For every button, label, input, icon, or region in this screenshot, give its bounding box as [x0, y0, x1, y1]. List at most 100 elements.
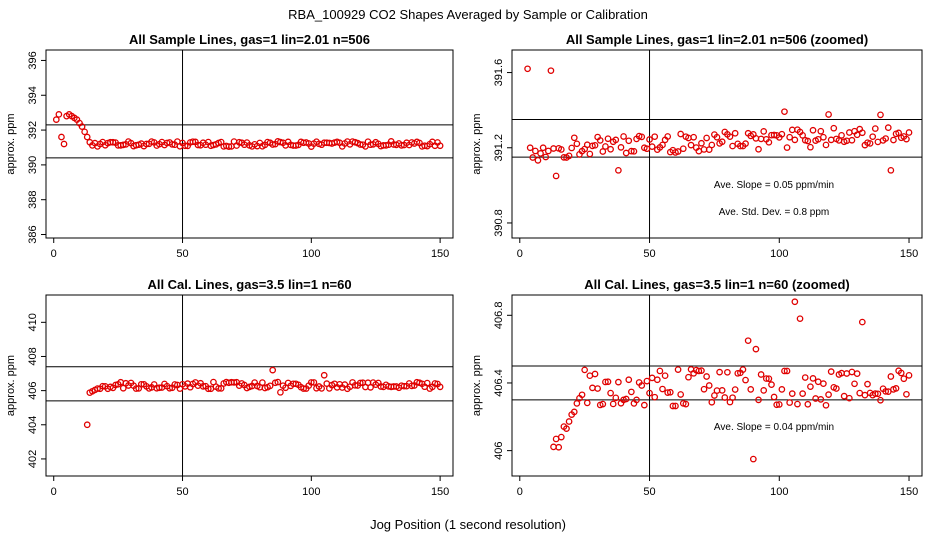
data-point [99, 382, 107, 390]
data-point [737, 142, 744, 150]
x-tick-label: 150 [900, 248, 918, 260]
data-point [825, 111, 832, 118]
data-point [882, 388, 890, 395]
data-point [703, 134, 710, 142]
data-point [633, 396, 640, 404]
y-tick-label: 391.6 [493, 59, 505, 87]
data-point [724, 368, 731, 376]
data-point [796, 315, 804, 323]
data-point [817, 127, 825, 135]
data-point [747, 386, 755, 393]
data-point [266, 382, 274, 390]
data-point [897, 369, 905, 377]
data-point [436, 142, 444, 150]
data-point [109, 138, 117, 146]
data-point [666, 388, 674, 396]
y-tick-label: 390 [27, 156, 39, 174]
data-point [570, 408, 578, 416]
data-point [398, 142, 405, 149]
data-point [557, 146, 565, 153]
data-point [215, 385, 222, 392]
data-point [583, 141, 591, 149]
data-point [749, 455, 757, 463]
x-tick-label: 0 [51, 248, 57, 260]
data-point [752, 345, 760, 353]
data-point [677, 391, 685, 398]
data-point [731, 386, 739, 393]
data-point [318, 385, 325, 392]
data-point [555, 443, 563, 451]
data-point [132, 385, 140, 392]
panel-title: All Cal. Lines, gas=3.5 lin=1 n=60 (zoom… [584, 277, 850, 292]
y-tick-label: 408 [27, 347, 39, 365]
data-point [656, 367, 664, 375]
x-tick-label: 100 [770, 486, 788, 498]
data-point [612, 136, 620, 144]
data-point [664, 389, 672, 396]
data-point [799, 132, 806, 139]
data-point [679, 145, 687, 153]
data-point [809, 126, 817, 134]
data-point [300, 385, 307, 392]
data-point [770, 131, 778, 139]
data-point [718, 138, 726, 146]
data-point [537, 150, 544, 157]
data-point [617, 144, 625, 151]
plot-frame [45, 294, 454, 477]
panel-3: All Cal. Lines, gas=3.5 lin=1 n=60 0 50 100… [5, 277, 454, 498]
data-point [768, 381, 775, 389]
data-point [622, 395, 630, 403]
x-tick-label: 50 [643, 248, 655, 260]
data-point [877, 111, 884, 119]
data-point [755, 396, 762, 404]
plot-frame [511, 49, 923, 239]
data-point [760, 128, 768, 135]
data-point [791, 136, 799, 144]
data-point [643, 377, 651, 385]
data-point [755, 145, 762, 153]
data-point [695, 367, 703, 375]
data-point [698, 139, 705, 147]
data-point [744, 337, 752, 345]
panel-title: All Sample Lines, gas=1 lin=2.01 n=506 (… [566, 32, 868, 47]
data-point [674, 148, 682, 155]
data-point [817, 396, 825, 403]
data-point [690, 133, 697, 141]
data-point [742, 376, 749, 384]
y-tick-label: 410 [27, 313, 39, 331]
data-point [625, 376, 633, 384]
data-point [711, 392, 718, 399]
data-point [578, 391, 586, 399]
figure-xlabel: Jog Position (1 second resolution) [370, 517, 566, 532]
data-point [648, 143, 656, 150]
data-point [887, 166, 895, 174]
data-point [408, 382, 416, 390]
data-point [900, 375, 908, 383]
data-point [596, 137, 604, 144]
y-tick-label: 394 [27, 86, 39, 104]
data-point [320, 371, 328, 379]
annotation: Ave. Slope = 0.04 ppm/min [714, 422, 834, 433]
data-point [778, 386, 786, 393]
data-point [563, 425, 570, 432]
data-point [235, 138, 243, 146]
data-point [731, 129, 739, 137]
x-tick-label: 50 [176, 248, 188, 260]
data-point [83, 421, 91, 429]
data-point [874, 390, 882, 398]
data-point [529, 154, 537, 161]
data-point [775, 401, 783, 408]
y-tick-label: 396 [27, 51, 39, 69]
panel-title: All Sample Lines, gas=1 lin=2.01 n=506 [129, 32, 370, 47]
data-point [765, 138, 773, 146]
data-point [544, 147, 552, 155]
data-point [651, 393, 659, 401]
data-point [532, 147, 539, 155]
data-point [887, 373, 895, 380]
data-point [807, 383, 814, 391]
data-point [794, 400, 801, 408]
data-point [599, 400, 607, 408]
data-point [612, 394, 620, 402]
data-point [646, 389, 653, 397]
